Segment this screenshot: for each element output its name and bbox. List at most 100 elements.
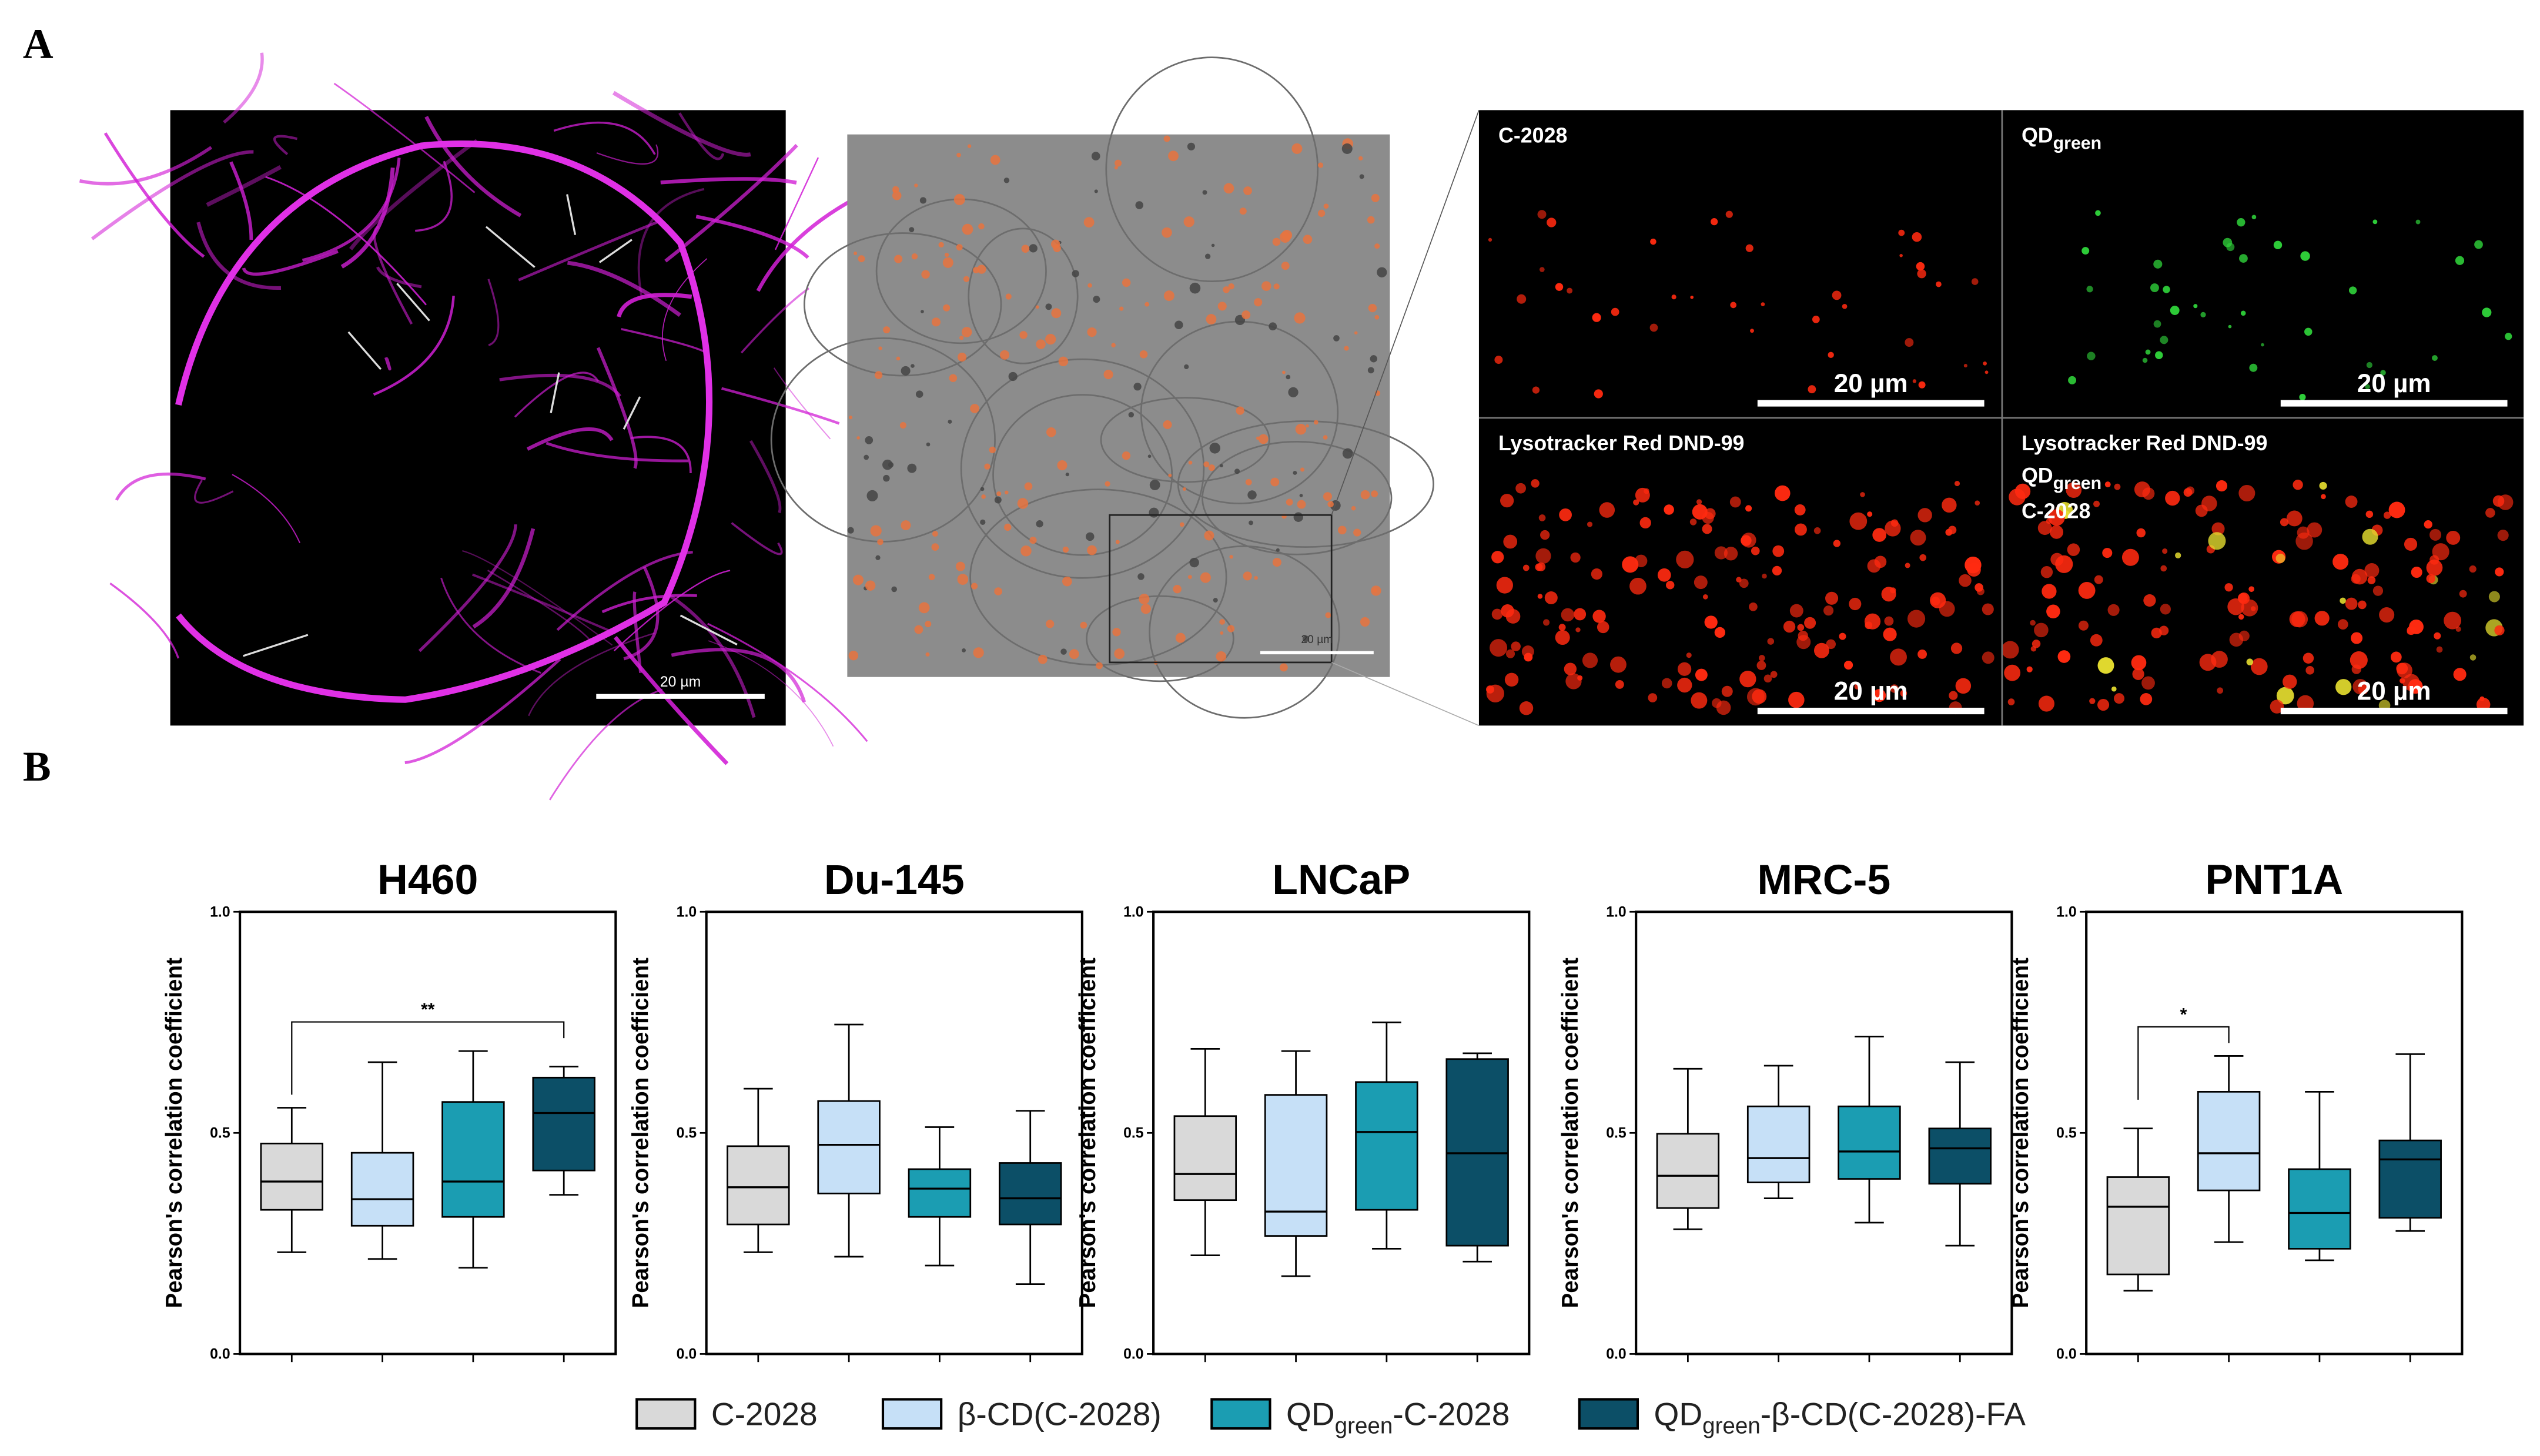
fluorescent-spot [2046,604,2060,619]
fluorescent-spot [1843,660,1853,670]
vesicle [875,555,881,560]
vesicle [1139,350,1148,359]
fluorescent-spot [2107,604,2120,616]
arrow [598,239,633,263]
vesicle [1035,305,1039,309]
vesicle [942,257,953,268]
fluorescent-spot [2239,254,2248,263]
fluorescent-spot [2337,619,2348,630]
box [1656,1133,1720,1209]
channel-text: Lysotracker Red DND-99 [2022,431,2267,455]
vesicle [1241,310,1251,320]
fluorescent-spot [1691,692,1708,709]
fluorescent-spot [1804,617,1816,629]
fluorescent-spot [1714,546,1728,560]
vesicle [865,436,874,444]
fluorescent-spot [1531,479,1540,488]
legend-subscript: green [1335,1413,1393,1438]
arrow [623,396,641,430]
zoom-line [1331,662,1480,727]
vesicle [1281,262,1290,270]
actin-fiber [487,279,500,346]
fluorescent-spot [2050,553,2064,566]
fluorescent-spot [1867,511,1873,517]
vesicle [1208,464,1215,471]
fluorescent-spot [1763,674,1772,683]
fluorescent-spot [1883,627,1897,641]
fluorescent-spot [2097,699,2110,711]
fluorescent-spot [1729,496,1741,508]
fluorescent-spot [1761,302,1765,306]
fluorescent-spot [1639,517,1651,529]
fluorescent-spot [1739,578,1749,588]
vesicle [914,625,923,634]
fluorescent-spot [1555,630,1570,645]
fluorescent-spot [2104,481,2111,488]
fluorescent-spot [2411,566,2422,578]
fluorescent-spot [1767,638,1775,645]
fluorescent-spot [1539,267,1545,272]
vesicle [1370,355,1377,363]
fluorescent-spot [1890,648,1907,666]
fluorescent-spot [2248,586,2254,593]
vesicle [874,371,883,379]
vesicle [1173,584,1182,594]
vesicle [926,442,931,447]
vesicle [1204,530,1214,541]
vesicle [996,491,1002,497]
vesicle [847,527,854,534]
vesicle [1333,335,1340,342]
vesicle [1189,557,1199,568]
vesicle [1072,270,1079,277]
vesicle [1299,494,1303,497]
cell-outline [1100,397,1270,483]
box [350,1152,414,1227]
fluorescent-spot [2469,565,2477,573]
y-tick-label: 0.0 [677,1347,697,1363]
fluorescent-spot [1797,624,1805,631]
fluorescent-spot [2351,568,2368,585]
actin-fiber [103,132,205,258]
vesicle [1163,290,1174,302]
vesicle [978,223,985,230]
legend-label: QDgreen-β-CD(C-2028)-FA [1654,1396,2026,1439]
vesicle [961,327,972,337]
vesicle [1202,190,1207,195]
vesicle [1313,420,1318,425]
vesicle [1003,178,1010,183]
cell-outline [1177,420,1434,548]
fluorescent-spot [2429,528,2442,541]
fluorescent-spot [2165,490,2180,506]
box [998,1162,1062,1226]
fluorescent-spot [2160,336,2168,344]
fluorescent-spot [1823,605,1834,616]
fluorescent-spot [1491,608,1503,620]
fluorescent-spot [1664,504,1674,515]
fluorescent-spot [2250,658,2268,675]
vesicle [1005,293,1012,300]
fluorescent-spot [2492,495,2505,507]
actin-fiber [596,347,638,469]
vesicle [1236,406,1244,415]
fluorescent-spot [2102,548,2113,558]
fluorescent-spot [1650,238,1656,245]
vesicle [1279,663,1288,672]
fluorescent-spot [2293,480,2303,490]
fluorescent-spot [1725,210,1733,218]
vesicle [1038,654,1048,664]
vesicle [953,194,965,205]
vesicle [980,519,986,525]
legend-subscript: green [1702,1413,1761,1438]
fluorescent-spot [2094,575,2103,584]
fluorescent-spot [1582,652,1598,668]
channel-text: Lysotracker Red DND-99 [1498,431,1744,455]
plot-frame [239,911,617,1355]
significance-label: * [2180,1005,2187,1025]
fluorescent-spot [2081,247,2090,255]
phalloidin-image: 20 µm [79,52,919,801]
fluorescent-spot [1635,554,1648,567]
fluorescent-spot [1591,568,1602,580]
vesicle [858,255,865,263]
vesicle [1258,434,1269,444]
vesicle [914,183,918,188]
